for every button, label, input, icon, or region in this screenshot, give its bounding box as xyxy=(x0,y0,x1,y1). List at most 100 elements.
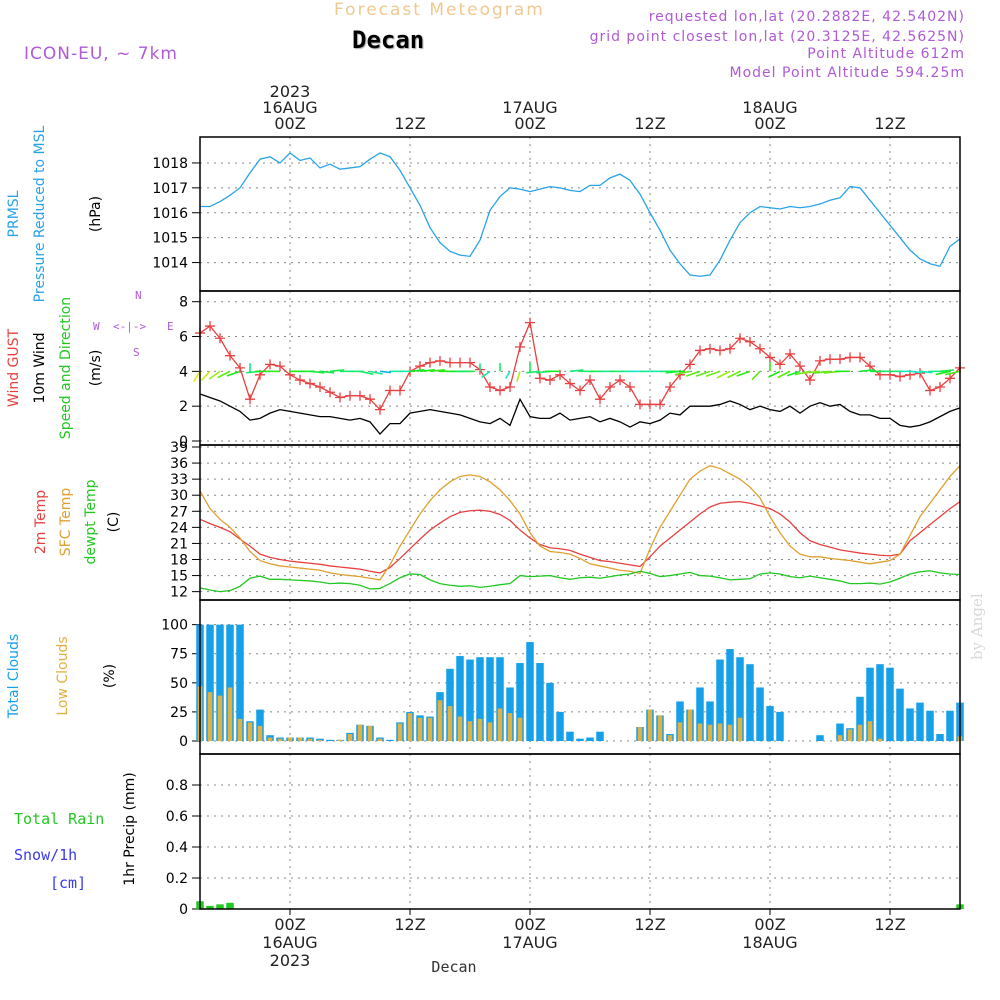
gust-marker xyxy=(695,345,705,356)
model-point-altitude: Model Point Altitude 594.25m xyxy=(729,65,965,81)
temperature-line-sfc-temp xyxy=(199,465,961,581)
wind-direction-arrow xyxy=(379,370,392,374)
clouds-bar-low-clouds xyxy=(657,715,663,741)
clouds-bar-low-clouds xyxy=(667,735,673,741)
wind-direction-arrow xyxy=(226,370,241,377)
wind-direction-arrow xyxy=(685,370,701,377)
wind-direction-arrow xyxy=(705,370,721,377)
clouds-bar-low-clouds xyxy=(837,735,843,741)
gust-marker xyxy=(575,385,585,396)
time-tick-top: 16AUG xyxy=(262,98,317,117)
wind-ytick-label: 2 xyxy=(179,399,188,415)
clouds-bar-total-clouds xyxy=(906,708,914,741)
clouds-bar-low-clouds xyxy=(287,737,293,741)
time-tick-top: 00Z xyxy=(754,114,785,133)
clouds-bar-low-clouds xyxy=(487,722,493,741)
wind-direction-arrow xyxy=(674,370,691,376)
clouds-bar-low-clouds xyxy=(277,738,283,741)
compass-arrow: <-|-> xyxy=(113,320,146,333)
temperature-line-dewpt-temp xyxy=(199,570,961,593)
gust-marker xyxy=(795,361,805,372)
wind-direction-arrow xyxy=(909,370,923,374)
wind-direction-arrow xyxy=(814,370,831,374)
pressure-panel: 1014 1015 1016 1017 1018 PRMSL Pressure Reduce… xyxy=(6,125,961,302)
clouds-bar-total-clouds xyxy=(486,657,494,741)
clouds-bar-low-clouds xyxy=(247,722,253,741)
gust-marker xyxy=(715,345,725,356)
pressure-axis-label: PRMSL xyxy=(6,190,22,237)
clouds-bar-total-clouds xyxy=(736,657,744,741)
temperature-axis-label: SFC Temp xyxy=(58,488,74,557)
clouds-bar-total-clouds xyxy=(886,667,894,741)
time-tick-top: 00Z xyxy=(514,114,545,133)
wind-direction-arrow xyxy=(777,370,791,379)
temperature-ytick-label: 27 xyxy=(170,504,188,520)
wind-direction-arrow xyxy=(526,370,541,374)
clouds-bar-total-clouds xyxy=(216,624,224,741)
wind-direction-arrow xyxy=(516,371,521,382)
gust-marker xyxy=(685,359,695,370)
clouds-bar-total-clouds xyxy=(576,738,584,741)
wind-line-wind-gust xyxy=(199,320,961,411)
gust-marker xyxy=(865,361,875,372)
gust-marker xyxy=(895,371,905,382)
precip-ytick-label: 0.6 xyxy=(166,809,188,825)
clouds-bar-low-clouds xyxy=(357,724,363,741)
chart-title: Forecast Meteogram xyxy=(334,0,545,20)
clouds-ytick-label: 50 xyxy=(170,676,188,692)
pressure-axis-label: Pressure Reduced to MSL xyxy=(32,125,48,302)
wind-direction-arrow xyxy=(859,369,875,373)
clouds-bar-total-clouds xyxy=(586,737,594,741)
gust-marker xyxy=(655,399,665,410)
compass-north: N xyxy=(135,289,142,302)
clouds-axis-label: Total Clouds xyxy=(6,634,22,719)
precip-axis-label: 1hr Precip (mm) xyxy=(122,772,138,885)
gust-marker xyxy=(375,404,385,415)
clouds-bar-total-clouds xyxy=(726,649,734,741)
clouds-bar-low-clouds xyxy=(237,718,243,741)
gust-marker xyxy=(545,375,555,386)
clouds-bar-total-clouds xyxy=(476,657,484,741)
wind-direction-arrow xyxy=(429,368,446,373)
precip-bar-total-rain xyxy=(216,904,224,909)
clouds-bar-total-clouds xyxy=(206,624,214,741)
time-tick-top: 2023 xyxy=(270,82,311,101)
gust-marker xyxy=(345,390,355,401)
wind-direction-arrow xyxy=(419,368,435,373)
time-tick-top: 12Z xyxy=(874,114,905,133)
gust-marker xyxy=(665,382,675,393)
gust-marker xyxy=(585,375,595,386)
time-tick-bottom: 00Z xyxy=(754,915,785,934)
clouds-bar-low-clouds xyxy=(477,718,483,741)
gust-marker xyxy=(515,341,525,352)
clouds-bar-low-clouds xyxy=(847,729,853,741)
compass-east: E xyxy=(167,320,174,333)
gust-marker xyxy=(225,350,235,361)
wind-direction-arrow xyxy=(716,370,731,379)
wind-direction-arrow xyxy=(768,370,781,378)
clouds-bar-low-clouds xyxy=(697,723,703,741)
pressure-frame xyxy=(199,136,961,292)
clouds-ytick-label: 100 xyxy=(161,618,188,634)
gust-marker xyxy=(455,357,465,368)
wind-panel: 0 2 4 6 8 Wind GUST 10m Wind Speed and Directio… xyxy=(6,289,965,450)
clouds-bar-low-clouds xyxy=(317,739,323,741)
wind-direction-arrow xyxy=(751,370,761,381)
snow-unit-label: [cm] xyxy=(50,874,86,892)
clouds-bar-low-clouds xyxy=(457,716,463,741)
clouds-bar-low-clouds xyxy=(267,737,273,741)
temperature-axis-label: (C) xyxy=(106,512,122,533)
clouds-bar-low-clouds xyxy=(677,722,683,741)
temperature-ytick-label: 15 xyxy=(170,569,188,585)
wind-axis-label: Wind GUST xyxy=(6,328,22,407)
temperature-ytick-label: 33 xyxy=(170,472,188,488)
gust-marker xyxy=(525,317,535,328)
gust-marker xyxy=(315,382,325,393)
rain-label: Total Rain xyxy=(14,810,104,828)
clouds-bar-total-clouds xyxy=(466,659,474,741)
gust-marker xyxy=(265,359,275,370)
compass-south: S xyxy=(133,346,140,359)
clouds-bar-low-clouds xyxy=(497,708,503,741)
clouds-bar-low-clouds xyxy=(307,738,313,741)
